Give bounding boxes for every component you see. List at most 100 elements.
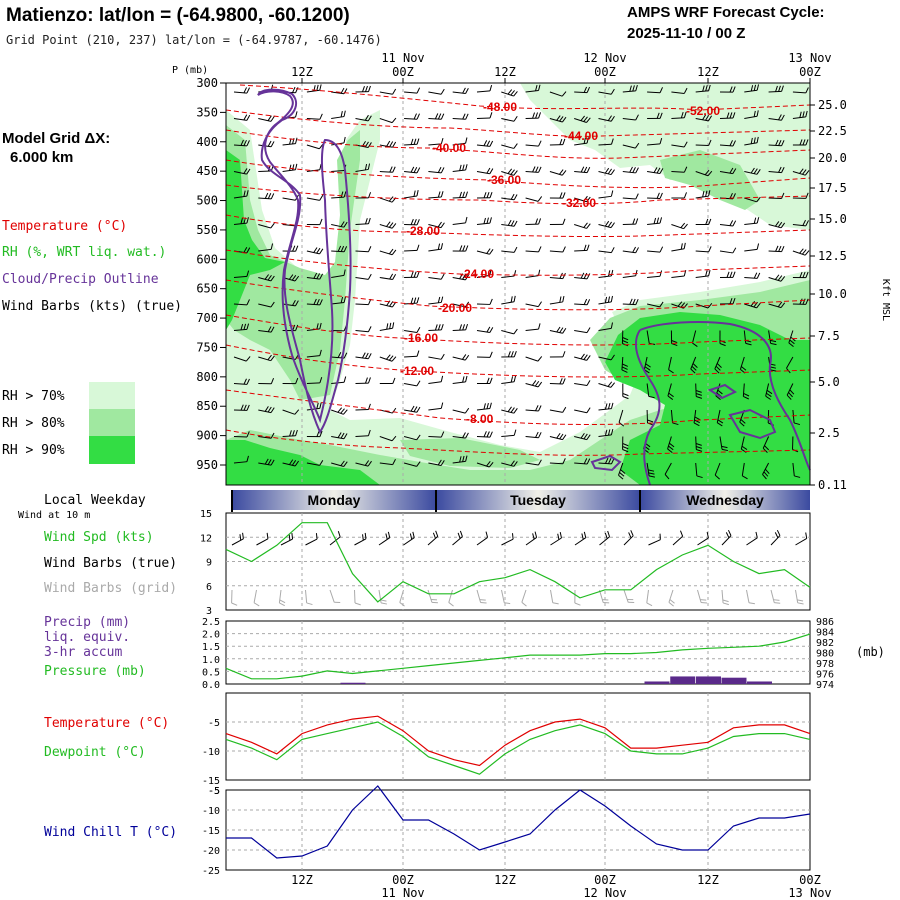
surface-wind-barb-true <box>770 529 781 546</box>
xs-wind-barb <box>549 169 567 176</box>
xs-wind-barb <box>574 380 591 387</box>
pressure-tick-label: 300 <box>196 76 218 90</box>
precip-bar <box>670 676 696 684</box>
surface-wind-barb-true <box>305 533 318 546</box>
surface-wind-barb-grid <box>278 589 286 607</box>
xs-wind-barb <box>404 350 420 358</box>
xs-wind-barb <box>646 301 664 308</box>
xs-wind-barb <box>549 458 566 465</box>
legend-precip-accum: 3-hr accum <box>44 645 122 660</box>
xs-wind-barb <box>452 455 468 464</box>
xs-wind-barb <box>355 246 372 253</box>
forecast-cycle-label: AMPS WRF Forecast Cycle: <box>627 4 825 21</box>
xs-wind-barb <box>452 407 470 414</box>
kft-tick-label: 22.5 <box>818 124 847 138</box>
xs-wind-barb <box>258 222 275 229</box>
xs-wind-barb <box>695 269 711 278</box>
bottom-time-tick-date: 11 Nov <box>381 886 424 900</box>
xs-wind-barb <box>233 404 250 411</box>
xs-wind-barb <box>282 299 299 307</box>
xs-wind-barb <box>671 166 688 173</box>
top-time-tick-hour: 12Z <box>697 65 719 79</box>
xs-wind-barb <box>768 114 785 121</box>
xs-wind-barb <box>331 407 348 415</box>
top-time-tick-date: 11 Nov <box>381 51 424 65</box>
pressure-tick-label: 650 <box>196 282 218 296</box>
xs-wind-barb <box>622 193 639 200</box>
xs-wind-barb <box>379 273 397 281</box>
bottom-time-tick-hour: 00Z <box>594 873 616 887</box>
xs-wind-barb <box>355 273 372 280</box>
temperature-label-minus8: -8.00 <box>466 412 494 426</box>
xs-wind-barb <box>744 136 759 146</box>
xs-wind-barb <box>598 428 614 437</box>
xs-wind-barb <box>501 219 518 227</box>
xs-wind-barb <box>428 137 444 146</box>
legend-rh: RH (%, WRT liq. wat.) <box>2 245 166 260</box>
surface-wind-barb-true <box>476 531 489 546</box>
xs-wind-barb <box>258 458 275 466</box>
xs-wind-barb <box>671 87 688 94</box>
legend-pressure: Pressure (mb) <box>44 664 146 679</box>
xs-wind-barb <box>549 378 566 385</box>
xs-wind-barb <box>768 166 785 174</box>
xs-wind-barb <box>258 378 275 385</box>
xs-wind-barb <box>501 429 517 437</box>
xs-wind-barb <box>695 218 712 226</box>
xs-wind-barb <box>622 246 639 254</box>
cross-section-grid <box>301 83 709 485</box>
kft-tick-label: 7.5 <box>818 329 840 343</box>
xs-wind-barb <box>501 246 518 253</box>
temperature-contour-3 <box>225 129 811 159</box>
cloud-outline-right <box>634 321 811 486</box>
bottom-time-tick-hour: 12Z <box>494 873 516 887</box>
xs-wind-barb <box>428 273 445 280</box>
xs-wind-barb <box>306 247 324 255</box>
xs-wind-barb <box>233 217 249 225</box>
surface-wind-barb-true <box>354 532 367 546</box>
top-time-tick-hour: 12Z <box>494 65 516 79</box>
xs-wind-barb <box>331 221 348 228</box>
surface-wind-barb-grid <box>574 589 581 606</box>
xs-wind-barb <box>574 166 591 174</box>
xs-wind-barb <box>792 192 809 199</box>
legend-rh90: RH > 90% <box>2 443 65 458</box>
weekday-band: Monday Tuesday Wednesday <box>231 490 810 512</box>
xs-wind-barb <box>428 459 445 467</box>
pressure-tick-label: 978 <box>816 659 834 670</box>
xs-wind-barb <box>306 402 322 411</box>
surface-wind-barb-grid <box>668 589 675 607</box>
rh80-patch-bottom <box>400 438 540 468</box>
xs-wind-barb <box>501 143 518 149</box>
surface-wind-barb-true <box>231 532 244 546</box>
xs-wind-barb <box>355 403 371 411</box>
xs-wind-barb <box>404 380 421 387</box>
xs-wind-barb <box>695 114 713 122</box>
xs-wind-barb <box>379 166 396 173</box>
rh70-swatch <box>89 382 135 409</box>
weekday-band-segment <box>436 490 640 510</box>
xs-wind-barb <box>258 274 275 282</box>
temperature-label-minus52: -52.00 <box>686 104 720 118</box>
xs-wind-barb <box>792 168 810 176</box>
xs-wind-barb <box>306 298 323 306</box>
surface-wind-barb-grid <box>231 589 238 606</box>
surface-wind-barb-grid <box>354 589 361 606</box>
xs-wind-barb <box>282 163 298 172</box>
xs-wind-barb <box>574 222 591 229</box>
xs-wind-barb <box>671 222 688 230</box>
xs-wind-barb <box>525 459 542 466</box>
xs-wind-barb <box>452 324 469 331</box>
xs-wind-barb <box>549 406 567 413</box>
xs-wind-barb <box>525 269 541 278</box>
surface-wind-barb-grid <box>305 589 313 606</box>
xs-wind-barb <box>428 221 445 229</box>
xs-wind-barb <box>695 139 712 146</box>
temperature-label-minus32: -32.00 <box>562 196 596 210</box>
xs-wind-barb <box>647 192 663 199</box>
pressure-tick-label: 750 <box>196 340 218 354</box>
xs-wind-barb <box>331 245 348 253</box>
temperature-label-minus36: -36.00 <box>487 173 521 187</box>
